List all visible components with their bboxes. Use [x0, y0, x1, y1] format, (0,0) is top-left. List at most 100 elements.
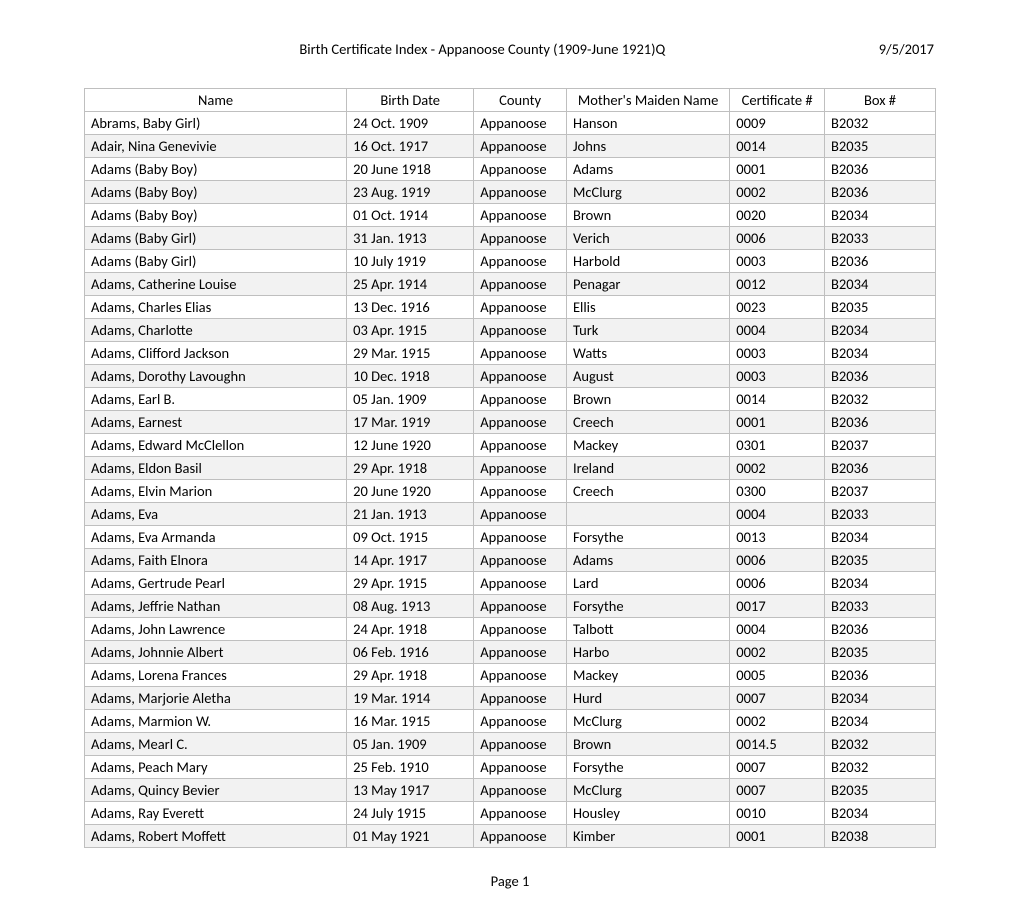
table-cell: Adams, Marjorie Aletha [85, 687, 347, 710]
table-cell: B2036 [825, 457, 936, 480]
table-row: Adams, Catherine Louise25 Apr. 1914Appan… [85, 273, 936, 296]
table-cell: Adams (Baby Boy) [85, 204, 347, 227]
table-cell: 24 Apr. 1918 [347, 618, 474, 641]
table-cell: Adams, Earnest [85, 411, 347, 434]
table-cell: Adams, Charles Elias [85, 296, 347, 319]
table-cell: Adams (Baby Boy) [85, 158, 347, 181]
table-row: Adams, Johnnie Albert06 Feb. 1916Appanoo… [85, 641, 936, 664]
table-cell: 0010 [730, 802, 825, 825]
table-cell: B2034 [825, 204, 936, 227]
table-row: Adams, Eldon Basil29 Apr. 1918AppanooseI… [85, 457, 936, 480]
table-cell: 03 Apr. 1915 [347, 319, 474, 342]
table-cell: 17 Mar. 1919 [347, 411, 474, 434]
table-cell: Adams (Baby Boy) [85, 181, 347, 204]
table-cell: 0005 [730, 664, 825, 687]
table-cell: 29 Apr. 1915 [347, 572, 474, 595]
table-row: Adams, Ray Everett24 July 1915AppanooseH… [85, 802, 936, 825]
table-cell: Ellis [566, 296, 729, 319]
table-cell: Appanoose [474, 457, 567, 480]
table-cell: Adams, Eva [85, 503, 347, 526]
table-cell: Adams [566, 549, 729, 572]
table-cell: 0002 [730, 181, 825, 204]
table-cell: Adams, Marmion W. [85, 710, 347, 733]
table-cell: 10 July 1919 [347, 250, 474, 273]
table-cell: August [566, 365, 729, 388]
table-cell: 01 May 1921 [347, 825, 474, 848]
table-cell: 0301 [730, 434, 825, 457]
table-cell: Adams, Clifford Jackson [85, 342, 347, 365]
table-cell: 0001 [730, 825, 825, 848]
table-cell: 0004 [730, 618, 825, 641]
table-cell: McClurg [566, 779, 729, 802]
table-row: Adams, Eva21 Jan. 1913Appanoose0004B2033 [85, 503, 936, 526]
table-cell: Appanoose [474, 250, 567, 273]
table-column-header: Certificate # [730, 89, 825, 112]
table-cell: 24 Oct. 1909 [347, 112, 474, 135]
table-cell: Appanoose [474, 296, 567, 319]
table-cell: 09 Oct. 1915 [347, 526, 474, 549]
table-cell: 0001 [730, 158, 825, 181]
header-line: Birth Certificate Index - Appanoose Coun… [84, 40, 936, 58]
table-cell: 20 June 1918 [347, 158, 474, 181]
table-header-row: NameBirth DateCountyMother's Maiden Name… [85, 89, 936, 112]
table-row: Adams (Baby Boy)01 Oct. 1914AppanooseBro… [85, 204, 936, 227]
table-cell: 0300 [730, 480, 825, 503]
table-cell: 25 Feb. 1910 [347, 756, 474, 779]
table-column-header: County [474, 89, 567, 112]
table-cell: B2034 [825, 687, 936, 710]
table-cell: 29 Apr. 1918 [347, 457, 474, 480]
table-cell: B2032 [825, 388, 936, 411]
table-column-header: Birth Date [347, 89, 474, 112]
table-cell: 0009 [730, 112, 825, 135]
table-cell: Harbold [566, 250, 729, 273]
table-row: Adams, Jeffrie Nathan08 Aug. 1913Appanoo… [85, 595, 936, 618]
document-page: Birth Certificate Index - Appanoose Coun… [0, 0, 1020, 910]
table-cell: 13 May 1917 [347, 779, 474, 802]
table-cell: Appanoose [474, 687, 567, 710]
table-cell: B2035 [825, 641, 936, 664]
table-cell: Appanoose [474, 480, 567, 503]
table-cell: B2035 [825, 779, 936, 802]
table-cell: 0020 [730, 204, 825, 227]
table-cell: 0004 [730, 319, 825, 342]
table-cell: Adams, Johnnie Albert [85, 641, 347, 664]
table-row: Adams, Edward McClellon12 June 1920Appan… [85, 434, 936, 457]
table-cell: Appanoose [474, 227, 567, 250]
table-cell: 24 July 1915 [347, 802, 474, 825]
table-cell: Brown [566, 733, 729, 756]
table-cell: Adams, Jeffrie Nathan [85, 595, 347, 618]
table-cell: 0004 [730, 503, 825, 526]
table-cell: 10 Dec. 1918 [347, 365, 474, 388]
table-cell: Kimber [566, 825, 729, 848]
table-cell: Appanoose [474, 825, 567, 848]
table-cell: 16 Mar. 1915 [347, 710, 474, 733]
table-cell: Appanoose [474, 273, 567, 296]
table-cell: 0023 [730, 296, 825, 319]
table-cell: McClurg [566, 710, 729, 733]
table-cell: 0006 [730, 227, 825, 250]
table-cell: Adams, Dorothy Lavoughn [85, 365, 347, 388]
table-cell: Forsythe [566, 526, 729, 549]
table-cell: Talbott [566, 618, 729, 641]
table-cell: Adams, Gertrude Pearl [85, 572, 347, 595]
table-row: Adams, Peach Mary25 Feb. 1910AppanooseFo… [85, 756, 936, 779]
table-cell: 16 Oct. 1917 [347, 135, 474, 158]
table-cell: 29 Mar. 1915 [347, 342, 474, 365]
table-cell: Verich [566, 227, 729, 250]
table-row: Adams, Charles Elias13 Dec. 1916Appanoos… [85, 296, 936, 319]
table-cell: Adams, Charlotte [85, 319, 347, 342]
table-cell: 25 Apr. 1914 [347, 273, 474, 296]
table-column-header: Name [85, 89, 347, 112]
table-cell: Adams, Catherine Louise [85, 273, 347, 296]
table-cell: Mackey [566, 664, 729, 687]
table-cell: B2036 [825, 158, 936, 181]
table-cell: Adams, Robert Moffett [85, 825, 347, 848]
table-row: Adams, Elvin Marion20 June 1920Appanoose… [85, 480, 936, 503]
table-cell: 0003 [730, 365, 825, 388]
table-cell: Adams, Elvin Marion [85, 480, 347, 503]
table-cell: Johns [566, 135, 729, 158]
table-cell: Turk [566, 319, 729, 342]
table-cell: 0001 [730, 411, 825, 434]
table-cell: 0006 [730, 572, 825, 595]
table-cell: Adams, Earl B. [85, 388, 347, 411]
